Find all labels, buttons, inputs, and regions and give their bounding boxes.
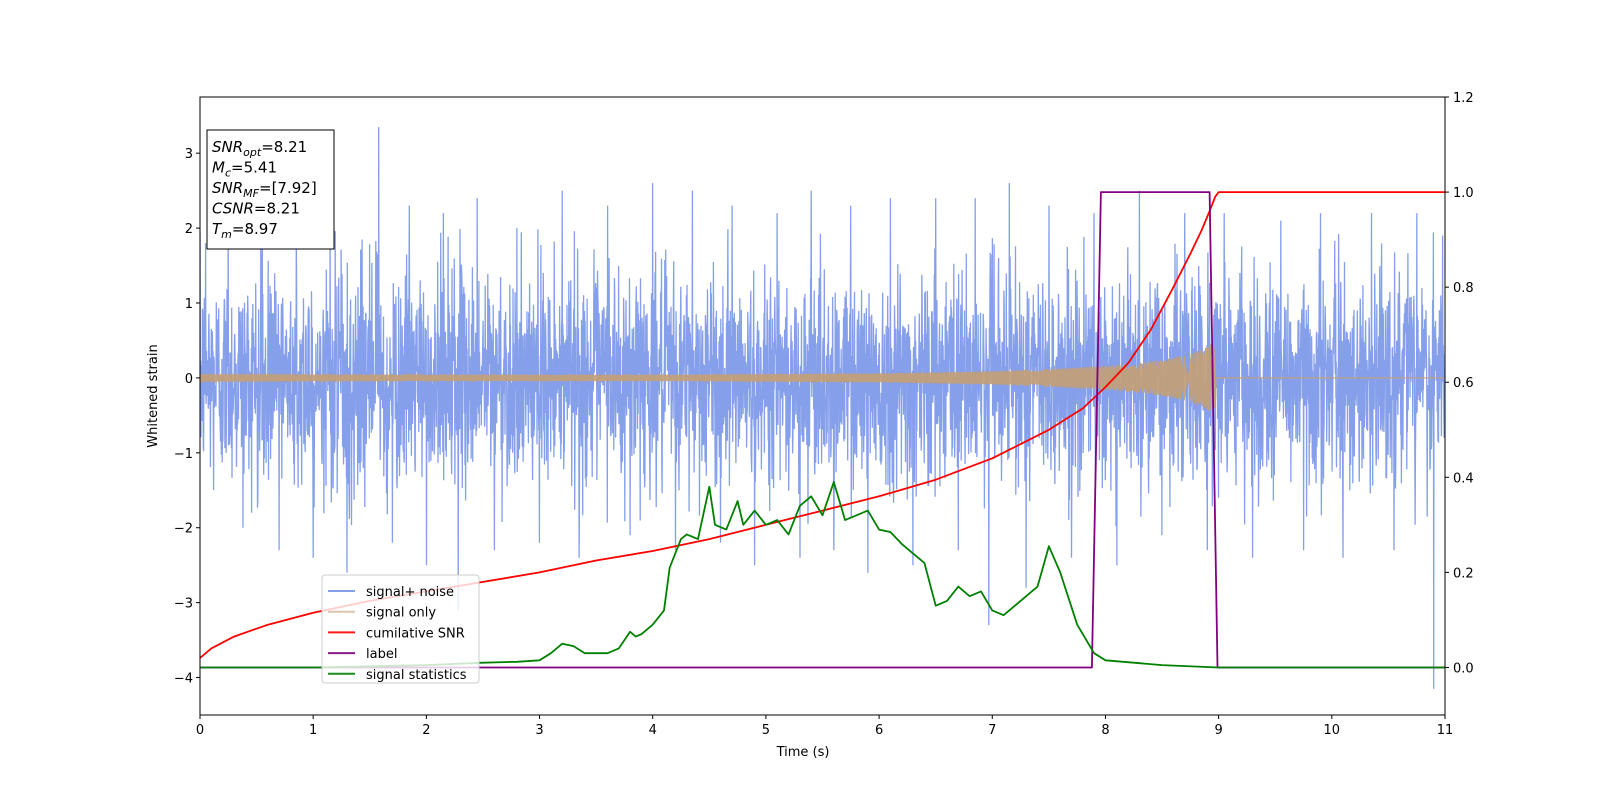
info-box-symbol: T [212,220,223,238]
x-tick-label: 4 [649,723,657,738]
y2-tick-label: 1.2 [1453,91,1474,106]
x-tick-label: 5 [762,723,770,738]
info-box-subscript: c [225,167,231,180]
series-line-signal-statistics [200,481,1445,669]
axes: 0 1 2 3 4 5 6 7 8 9 10 113210−1−2−3−41.21.00.80.60.… [174,91,1474,738]
x-tick-label: 3 [535,723,543,738]
info-box-symbol: SNR [212,179,243,197]
legend-label: signal statistics [366,668,467,683]
x-tick-label: 10 [1324,723,1341,738]
x-axis-label: Time (s) [776,745,830,760]
info-box-subscript: MF [243,187,259,200]
y-axis-label: Whitened strain [146,344,161,447]
info-box-line: SNRMF=[7.92] [212,179,317,200]
y-tick-label: 1 [185,297,193,312]
y2-tick-label: 0.2 [1453,566,1474,581]
axes-frame [199,96,1446,716]
series-line-signal-only [200,343,1445,411]
info-box-value: =8.21 [261,138,307,156]
x-tick-label: 11 [1437,723,1454,738]
x-tick-label: 0 [196,723,204,738]
info-box-symbol: SNR [212,138,243,156]
info-box-subscript: m [221,228,232,241]
info-box-value: =5.41 [231,159,277,177]
x-tick-label: 2 [422,723,430,738]
x-tick-label: 9 [1214,723,1222,738]
legend-label: signal+ noise [366,585,454,600]
x-tick-label: 1 [309,723,317,738]
y2-tick-label: 1.0 [1453,186,1474,201]
legend-label: signal only [366,606,436,621]
info-box-subscript: opt [243,146,262,159]
info-box-line: SNRopt=8.21 [212,138,307,159]
y-tick-label: 3 [185,147,193,162]
info-box-symbol: M [212,159,225,177]
info-box-value: =8.21 [254,200,300,218]
y2-tick-label: 0.6 [1453,376,1474,391]
info-box: SNRopt=8.21Mc=5.41SNRMF=[7.92]CSNR=8.21T… [206,129,335,250]
legend: signal+ noise signal only cumilative SNR la… [321,574,480,684]
y2-tick-label: 0.4 [1453,471,1474,486]
x-tick-label: 8 [1101,723,1109,738]
info-box-symbol: CSNR [212,200,254,218]
legend-label: cumilative SNR [366,626,465,641]
y-tick-label: −4 [174,672,193,687]
x-tick-label: 7 [988,723,996,738]
info-box-line: CSNR=8.21 [212,200,300,218]
y-tick-label: −3 [174,597,193,612]
legend-items: signal+ noise signal only cumilative SNR la… [328,585,467,683]
y2-tick-label: 0.0 [1453,661,1474,676]
info-box-lines: SNRopt=8.21Mc=5.41SNRMF=[7.92]CSNR=8.21T… [212,138,317,241]
y-tick-label: −1 [174,447,193,462]
info-box-value: =[7.92] [259,179,317,197]
series-line-signal-noise [200,126,1445,689]
y-tick-label: 2 [185,222,193,237]
legend-frame [321,574,480,684]
info-box-line: Mc=5.41 [212,159,277,180]
legend-label: label [366,647,397,662]
info-box-value: =8.97 [232,220,278,238]
info-box-line: Tm=8.97 [212,220,278,241]
info-box-frame [206,129,335,250]
x-tick-label: 6 [875,723,883,738]
y-tick-label: 0 [185,372,193,387]
y2-tick-label: 0.8 [1453,281,1474,296]
y-tick-label: −2 [174,522,193,537]
